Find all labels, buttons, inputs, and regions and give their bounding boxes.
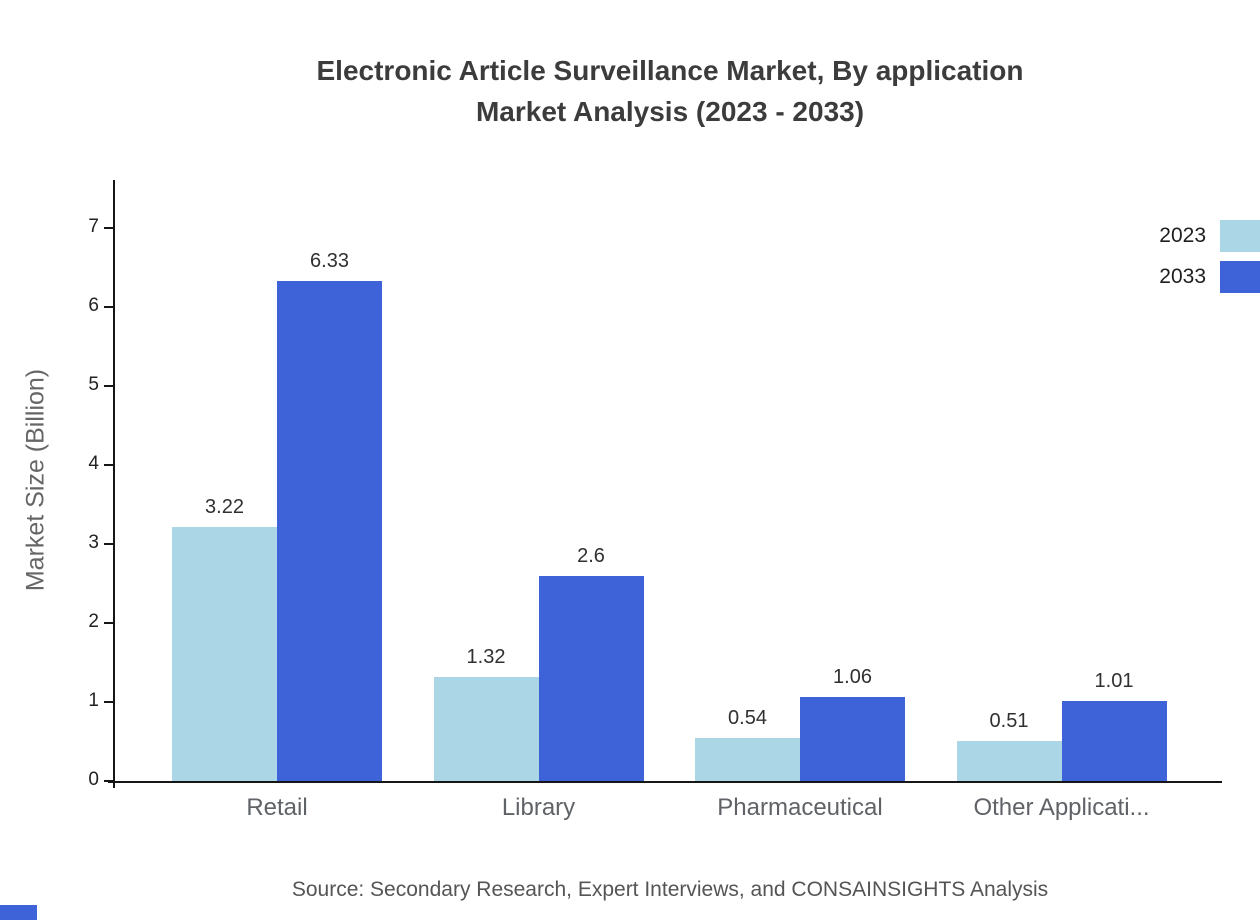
- y-tick-mark: [104, 306, 113, 308]
- source-note: Source: Secondary Research, Expert Inter…: [291, 878, 1049, 901]
- corner-accent: [0, 905, 37, 920]
- legend-item-2023: 2023: [1159, 220, 1260, 252]
- bar-2023-Library: [433, 676, 539, 781]
- x-category-label: Library: [501, 794, 576, 821]
- bar-2023-Other Applicati...: [956, 740, 1062, 781]
- bar-2033-Other Applicati...: [1061, 701, 1167, 781]
- legend-swatch-2023: [1220, 220, 1260, 252]
- legend: 2023 2033: [1159, 220, 1260, 302]
- value-label-2023-Pharmaceutical: 0.54: [728, 707, 767, 730]
- x-category-label: Other Applicati...: [973, 794, 1150, 821]
- x-category-label: Retail: [246, 794, 308, 821]
- y-tick-label: 4: [88, 453, 99, 474]
- y-tick-mark: [104, 227, 113, 229]
- bar-2033-Retail: [277, 280, 382, 781]
- y-tick-label: 5: [88, 374, 99, 395]
- y-tick-label: 3: [88, 532, 99, 553]
- chart-title-line2: Market Analysis (2023 - 2033): [475, 96, 865, 127]
- y-tick-mark: [104, 701, 113, 703]
- value-label-2033-Retail: 6.33: [310, 249, 349, 272]
- y-tick-label: 7: [88, 216, 99, 237]
- bar-2033-Library: [538, 575, 644, 781]
- chart-title: Electronic Article Surveillance Market, …: [115, 50, 1225, 132]
- y-tick-label: 2: [88, 611, 99, 632]
- y-tick-mark: [104, 385, 113, 387]
- y-tick-label: 0: [88, 769, 99, 790]
- value-label-2023-Other Applicati...: 0.51: [989, 709, 1029, 732]
- bar-2023-Pharmaceutical: [695, 738, 800, 781]
- value-label-2023-Library: 1.32: [466, 645, 506, 668]
- y-tick-mark: [104, 780, 113, 782]
- legend-label-2023: 2023: [1159, 224, 1206, 247]
- x-category-label: Pharmaceutical: [717, 794, 883, 821]
- value-label-2023-Retail: 3.22: [205, 495, 244, 518]
- value-label-2033-Pharmaceutical: 1.06: [833, 666, 872, 689]
- x-axis-line: [108, 781, 1222, 783]
- y-tick-mark: [104, 464, 113, 466]
- value-label-2033-Library: 2.6: [577, 544, 605, 567]
- y-tick-mark: [104, 543, 113, 545]
- y-axis-line: [113, 180, 115, 788]
- legend-label-2033: 2033: [1159, 265, 1206, 288]
- bar-2023-Retail: [172, 526, 277, 781]
- y-axis-title: Market Size (Billion): [21, 368, 50, 592]
- y-tick-label: 6: [88, 295, 99, 316]
- y-tick-mark: [104, 622, 113, 624]
- legend-swatch-2033: [1220, 261, 1260, 293]
- y-tick-label: 1: [88, 690, 99, 711]
- legend-item-2033: 2033: [1159, 261, 1260, 293]
- chart-title-line1: Electronic Article Surveillance Market, …: [316, 55, 1024, 86]
- value-label-2033-Other Applicati...: 1.01: [1094, 670, 1134, 693]
- bar-2033-Pharmaceutical: [800, 697, 905, 781]
